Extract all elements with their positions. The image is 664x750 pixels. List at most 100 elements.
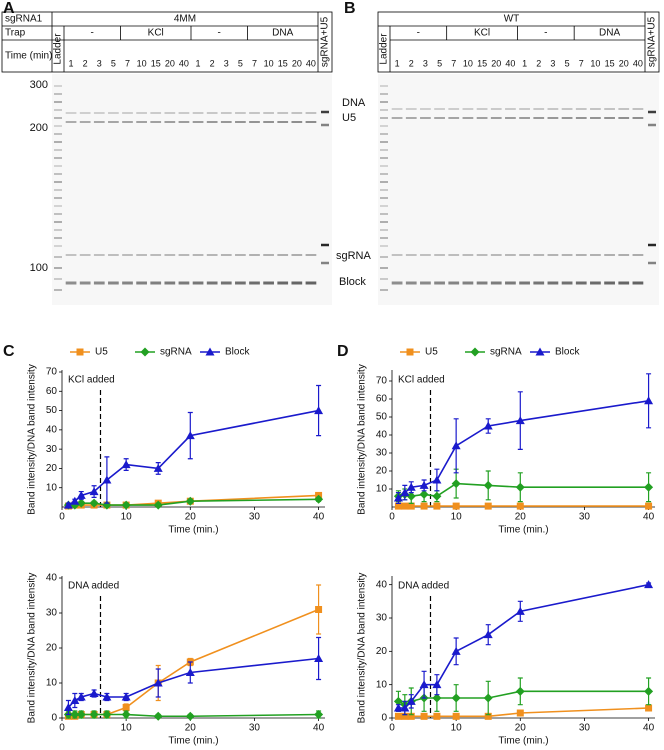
time-label: 20 <box>165 58 175 68</box>
legend-label: U5 <box>95 347 108 358</box>
marker <box>483 693 493 703</box>
marker <box>89 498 99 508</box>
y-tick-label: 30 <box>376 448 388 459</box>
gel-image <box>52 74 332 305</box>
legend-marker <box>535 347 545 356</box>
time-label: 7 <box>579 58 584 68</box>
y-tick-label: 0 <box>381 713 387 724</box>
marker <box>432 475 442 484</box>
trap-label: - <box>218 28 221 39</box>
marker <box>153 711 163 721</box>
marker <box>644 396 654 405</box>
trap-label: KCl <box>148 28 164 39</box>
marker <box>419 480 429 489</box>
x-tick-label: 20 <box>515 512 527 523</box>
time-label: 40 <box>505 58 515 68</box>
marker <box>76 498 86 508</box>
x-tick-label: 0 <box>389 512 395 523</box>
marker <box>314 406 324 415</box>
marker <box>393 493 403 502</box>
marker <box>483 630 493 639</box>
marker <box>484 712 492 720</box>
marker <box>483 480 493 490</box>
legend-label: sgRNA <box>490 347 522 358</box>
y-tick-label: 10 <box>46 482 58 493</box>
marker <box>394 502 402 510</box>
y-tick-label: 30 <box>46 608 58 619</box>
y-tick-label: 40 <box>376 579 388 590</box>
last-lane-label: sgRNA+U5 <box>320 16 331 67</box>
marker <box>76 490 86 499</box>
x-tick-label: 30 <box>249 512 261 523</box>
marker <box>89 689 99 697</box>
y-axis-label: Band intensity/DNA band intensity <box>27 364 38 515</box>
y-axis-label: Band intensity/DNA band intensity <box>357 573 368 724</box>
marker <box>121 500 131 510</box>
time-label: 1 <box>395 58 400 68</box>
marker <box>63 500 73 509</box>
band-label: U5 <box>342 112 356 124</box>
marker <box>407 502 415 510</box>
y-tick-label: 20 <box>376 466 388 477</box>
y-tick-label: 40 <box>376 430 388 441</box>
marker <box>645 502 653 510</box>
x-tick-label: 0 <box>389 723 395 734</box>
marker <box>315 606 323 613</box>
x-tick-label: 10 <box>451 723 463 734</box>
marker <box>76 692 86 701</box>
marker <box>451 479 461 489</box>
marker <box>400 488 410 497</box>
marker <box>420 712 428 720</box>
time-label: 5 <box>238 58 243 68</box>
y-tick-label: 40 <box>46 573 58 584</box>
marker <box>451 441 461 450</box>
panel-label: A <box>3 0 15 17</box>
marker <box>644 482 654 492</box>
x-tick-label: 40 <box>643 512 655 523</box>
marker <box>407 712 415 720</box>
y-tick-label: 30 <box>46 444 58 455</box>
marker <box>644 580 654 589</box>
time-label: 10 <box>264 58 274 68</box>
annotation-text: KCl added <box>398 375 445 386</box>
time-label: 40 <box>633 58 643 68</box>
marker <box>420 502 428 510</box>
marker <box>102 475 112 484</box>
y-tick-label: 10 <box>46 678 58 689</box>
panel-label: D <box>337 343 349 360</box>
marker <box>451 646 461 655</box>
time-label: 15 <box>605 58 615 68</box>
marker <box>406 482 416 491</box>
marker <box>401 712 409 720</box>
marker <box>516 709 524 717</box>
marker <box>314 654 324 662</box>
construct-label: WT <box>504 14 520 25</box>
series-line <box>398 583 649 709</box>
marker <box>393 703 403 712</box>
last-lane-label: sgRNA+U5 <box>647 16 658 67</box>
marker <box>102 710 112 719</box>
time-label: 2 <box>409 58 414 68</box>
marker <box>433 502 441 510</box>
time-label: 10 <box>590 58 600 68</box>
y-axis-label: Band intensity/DNA band intensity <box>357 364 368 515</box>
time-label: 20 <box>619 58 629 68</box>
time-label: 40 <box>179 58 189 68</box>
ladder-label: Ladder <box>379 33 390 65</box>
y-tick-label: 20 <box>46 643 58 654</box>
marker <box>451 693 461 703</box>
y-tick-label: 60 <box>376 394 388 405</box>
x-tick-label: 40 <box>313 723 325 734</box>
time-label: 15 <box>477 58 487 68</box>
x-tick-label: 0 <box>59 512 65 523</box>
x-tick-label: 40 <box>313 512 325 523</box>
trap-label: - <box>544 28 547 39</box>
marker <box>121 692 131 701</box>
time-label: 40 <box>306 58 316 68</box>
marker <box>484 502 492 510</box>
x-tick-label: 30 <box>579 723 591 734</box>
marker <box>432 680 442 689</box>
time-label: 20 <box>491 58 501 68</box>
legend-marker <box>470 347 480 357</box>
legend-marker <box>76 348 84 356</box>
